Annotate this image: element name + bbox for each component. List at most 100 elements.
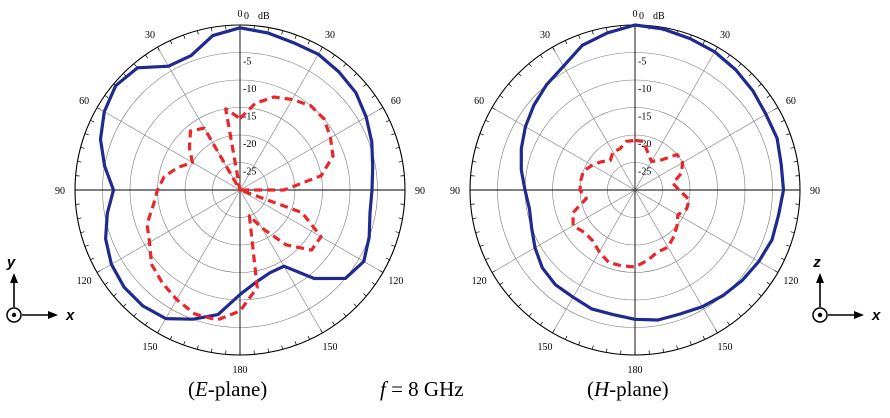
angle-tick — [774, 270, 779, 273]
radial-tick-label: -25 — [638, 167, 651, 178]
angle-tick — [84, 133, 89, 136]
angle-tick — [472, 217, 477, 219]
right-arrow-head-icon — [854, 311, 864, 319]
angle-tick — [267, 348, 269, 353]
angle-tick — [385, 119, 390, 123]
angle-tick — [790, 146, 795, 149]
angle-tick — [518, 303, 522, 307]
angle-tick — [662, 348, 664, 353]
angle-tick — [578, 34, 581, 39]
angle-tick — [294, 341, 297, 346]
angle-tick-label: 120 — [388, 276, 403, 287]
angle-tick — [395, 146, 400, 149]
caption-e-plane: (E-plane) — [188, 377, 268, 401]
axis-dot-icon — [11, 312, 17, 318]
angle-tick — [343, 313, 347, 317]
grid-spoke — [239, 46, 323, 191]
angle-tick — [363, 83, 367, 87]
angle-tick — [267, 27, 269, 32]
angle-tick — [371, 282, 376, 285]
angle-tick — [371, 95, 376, 98]
caption-frequency: f = 8 GHz — [380, 377, 464, 401]
angle-tick — [77, 217, 82, 219]
angle-tick — [508, 293, 512, 297]
angle-tick-label: 0 — [633, 9, 638, 20]
angle-tick — [133, 63, 137, 67]
angle-tick-label: 120 — [77, 276, 92, 287]
radial-tick-label: -5 — [243, 57, 251, 68]
angle-tick-label: 120 — [472, 276, 487, 287]
angle-tick — [479, 244, 484, 247]
angle-tick-label: 120 — [783, 276, 798, 287]
radial-tick-label: -5 — [638, 57, 646, 68]
grid-spoke — [157, 46, 241, 191]
angle-tick — [169, 335, 173, 340]
polar-chart-h-plane: 0 -5 -10 -15 -20 -25 dB 0 30 60 90 120 150 180 150 120 9… — [450, 9, 820, 376]
angle-tick — [77, 161, 82, 163]
angle-tick — [748, 303, 752, 307]
angle-tick — [606, 27, 608, 32]
radial-tick-label: -20 — [243, 139, 256, 150]
series-co-polar-line — [98, 26, 375, 321]
axis-dot-icon — [817, 312, 823, 318]
angle-tick-label: 60 — [786, 96, 796, 107]
angle-tick — [766, 282, 771, 285]
grid-spoke — [239, 189, 323, 334]
grid-spoke — [239, 107, 384, 191]
angle-tick-label: 90 — [810, 186, 820, 197]
radial-unit-label: dB — [258, 11, 270, 22]
angle-tick — [606, 348, 608, 353]
angle-tick-label: 180 — [233, 365, 248, 376]
angle-tick — [183, 34, 186, 39]
up-arrow-head-icon — [816, 273, 824, 283]
angle-tick — [90, 257, 95, 261]
angle-tick — [793, 161, 798, 163]
axis-label-right: x — [65, 307, 75, 324]
grid-spoke — [634, 189, 718, 334]
angle-tick — [564, 335, 568, 340]
angle-tick-label: 150 — [143, 342, 158, 353]
angle-tick — [307, 335, 311, 340]
series-cross-polar-line — [145, 95, 335, 322]
grid-spoke — [552, 46, 636, 191]
angle-tick — [485, 119, 490, 123]
angle-tick — [307, 40, 311, 45]
grid-spoke — [552, 189, 636, 334]
angle-tick-label: 180 — [628, 365, 643, 376]
angle-tick — [104, 95, 109, 98]
angle-tick — [104, 282, 109, 285]
angle-tick — [145, 54, 148, 59]
angle-tick — [80, 231, 85, 234]
angle-tick — [491, 270, 496, 273]
angle-tick — [780, 257, 785, 261]
angle-tick — [485, 257, 490, 261]
angle-tick — [80, 146, 85, 149]
up-arrow-head-icon — [10, 273, 18, 283]
angle-tick — [157, 46, 160, 51]
angle-tick — [211, 27, 213, 32]
angle-tick-label: 60 — [79, 96, 89, 107]
angle-tick — [183, 341, 186, 346]
grid-spoke — [491, 189, 636, 273]
series-cross-polar-line — [571, 138, 691, 269]
angle-tick-label: 150 — [538, 342, 553, 353]
angle-tick — [528, 63, 532, 67]
angle-tick — [540, 54, 543, 59]
angle-tick — [578, 341, 581, 346]
angle-tick — [90, 119, 95, 123]
angle-tick — [715, 329, 718, 334]
angle-tick — [332, 54, 335, 59]
angle-tick — [472, 161, 477, 163]
angle-tick — [508, 83, 512, 87]
angle-tick — [518, 73, 522, 77]
angle-tick — [133, 313, 137, 317]
angle-tick — [96, 270, 101, 273]
angle-tick — [758, 293, 762, 297]
angle-tick — [385, 257, 390, 261]
angle-tick — [676, 345, 679, 350]
radial-tick-label: -10 — [243, 84, 256, 95]
angle-tick — [528, 313, 532, 317]
radial-tick-label: -10 — [638, 84, 651, 95]
angle-tick — [552, 46, 555, 51]
